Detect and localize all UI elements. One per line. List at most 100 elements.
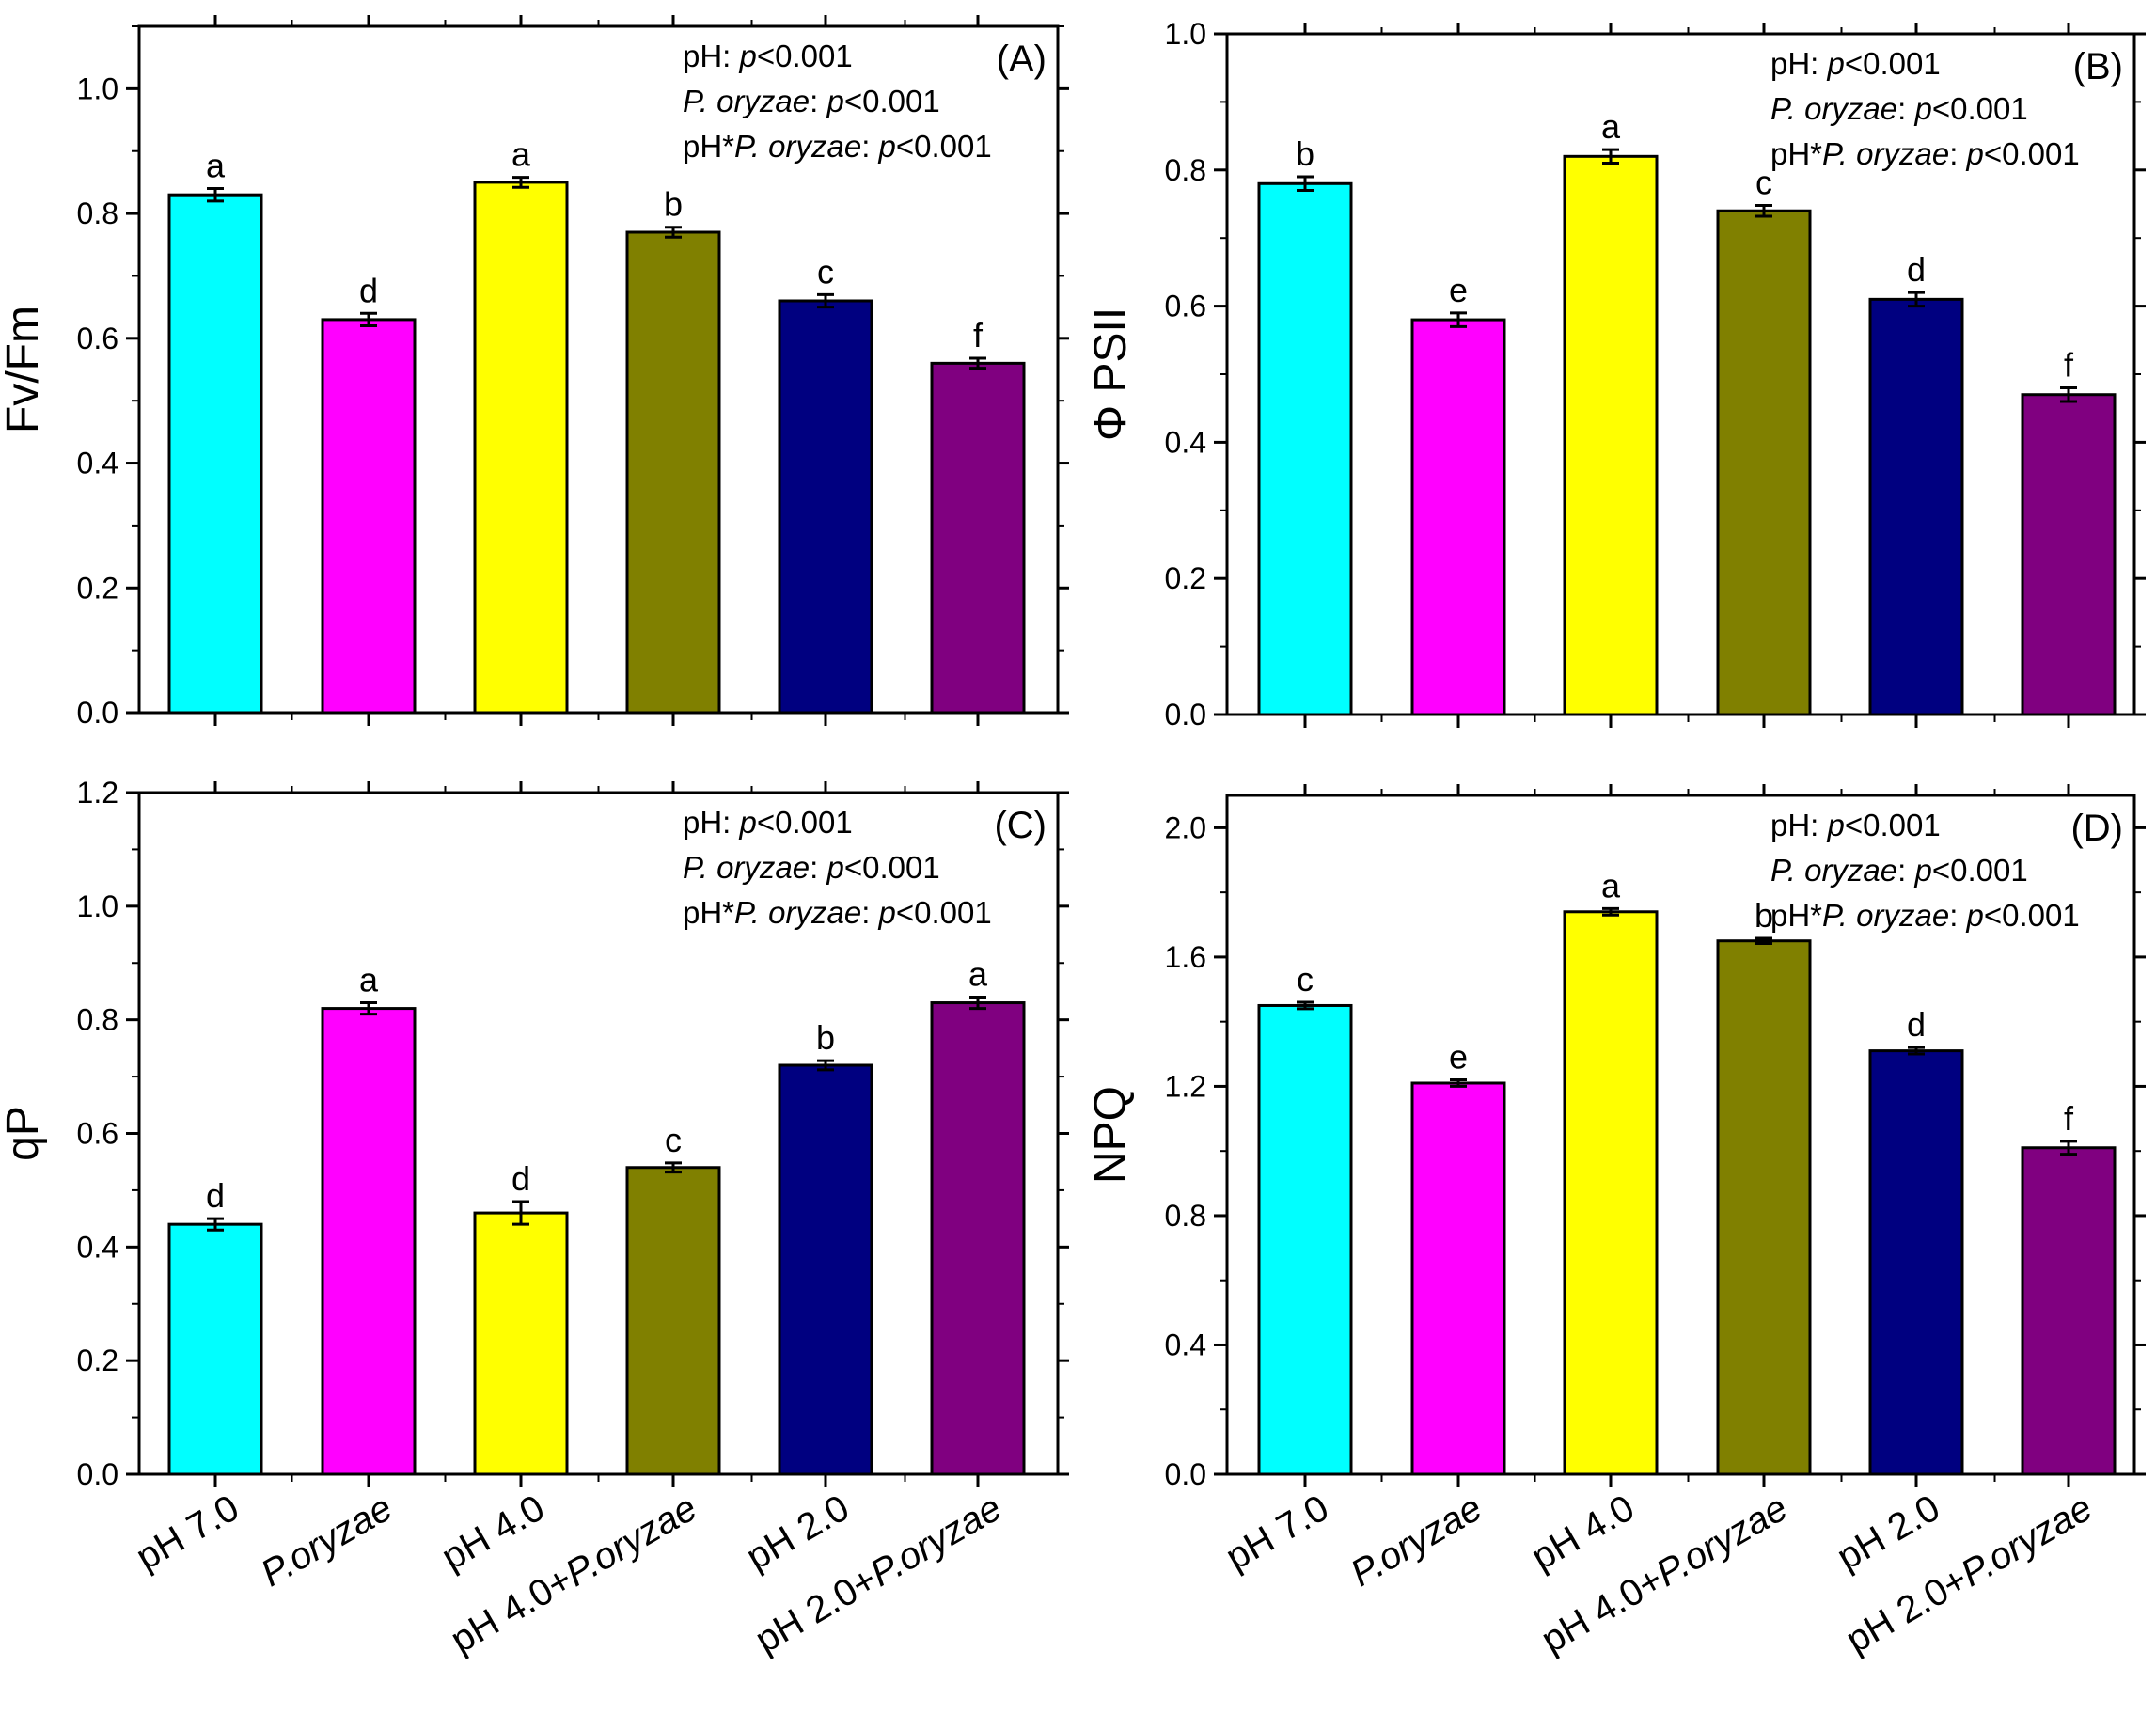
- panel-a-fv-fm-chart: 0.0 0.2 0.4 0.6 0.8 1.0 a d a b c f Fv/Fm pH: p<0.001…: [0, 15, 1069, 730]
- y-tick-label: 0.0: [77, 1457, 118, 1491]
- category-label-ph-4-0-p-oryzae: pH 4.0+P.oryzae: [1534, 1487, 1795, 1661]
- bar-ph-7-0: [1257, 1003, 1353, 1476]
- category-label-ph-4-0: pH 4.0: [434, 1487, 551, 1579]
- y-tick-label: 0.8: [77, 197, 118, 230]
- bar-ph-7-0: [167, 193, 263, 715]
- significance-letter-ph-7-0: d: [206, 1176, 225, 1215]
- significance-letter-ph-4-0: d: [511, 1159, 530, 1198]
- stat-line: pH: p<0.001: [1770, 46, 1941, 81]
- y-tick-label: 0.6: [77, 1117, 118, 1151]
- category-label-ph-2-0-p-oryzae: pH 2.0+P.oryzae: [1839, 1487, 2100, 1661]
- significance-letter-ph-4-0-p-oryzae: b: [1755, 896, 1773, 935]
- y-tick-label: 0.4: [77, 447, 118, 480]
- significance-letter-ph-4-0: a: [1601, 107, 1621, 146]
- y-tick-label: 1.2: [77, 776, 118, 810]
- stat-line: pH: p<0.001: [1770, 808, 1941, 842]
- y-tick-label: 0.2: [77, 571, 118, 605]
- y-tick-label: 0.6: [1165, 290, 1206, 323]
- y-tick-label: 0.8: [1165, 1199, 1206, 1233]
- panel-c-qp-chart: 0.0 0.2 0.4 0.6 0.8 1.0 1.2 d a d c b a qP pH: p<0.001…: [0, 776, 1069, 1661]
- y-tick-label: 0.2: [1165, 561, 1206, 595]
- y-tick-label: 0.4: [1165, 1328, 1206, 1361]
- panel-b-phi-psii-chart: 0.0 0.2 0.4 0.6 0.8 1.0 b e a c d f Φ PSII pH: p<0.00…: [1086, 17, 2146, 731]
- bar-ph-4-0: [1563, 154, 1659, 716]
- stat-line: P. oryzae: p<0.001: [1770, 91, 2028, 126]
- significance-letter-ph-4-0: a: [511, 135, 531, 174]
- category-label-ph-2-0: pH 2.0: [1830, 1487, 1946, 1579]
- significance-letter-ph-2-0: c: [817, 252, 834, 291]
- significance-letter-ph-2-0-p-oryzae: f: [2064, 1099, 2074, 1138]
- stat-line: pH*P. oryzae: p<0.001: [683, 895, 992, 930]
- y-tick-label: 2.0: [1165, 810, 1206, 844]
- significance-letter-ph-2-0-p-oryzae: a: [968, 955, 988, 994]
- y-tick-label: 0.4: [1165, 425, 1206, 459]
- bar-ph-2-0: [1868, 297, 1964, 716]
- bar-ph-2-0: [1868, 1049, 1964, 1476]
- bar-p-oryzae: [321, 1007, 417, 1476]
- category-label-ph-2-0-p-oryzae: pH 2.0+P.oryzae: [748, 1487, 1009, 1661]
- bar-ph-2-0-p-oryzae: [2021, 1146, 2117, 1476]
- bar-ph-2-0-p-oryzae: [930, 361, 1026, 715]
- stat-line: pH*P. oryzae: p<0.001: [1770, 136, 2080, 171]
- significance-letter-ph-2-0-p-oryzae: f: [973, 316, 984, 354]
- bar-p-oryzae: [1410, 1081, 1506, 1476]
- y-axis-title: qP: [0, 1106, 48, 1161]
- y-tick-label: 0.6: [77, 322, 118, 355]
- panel-letter: (D): [2070, 808, 2123, 849]
- bar-ph-2-0-p-oryzae: [2021, 393, 2117, 716]
- panel-letter: (B): [2073, 46, 2123, 87]
- significance-letter-p-oryzae: e: [1449, 1038, 1468, 1077]
- bar-ph-4-0: [1563, 910, 1659, 1476]
- category-label-ph-7-0: pH 7.0: [1219, 1487, 1335, 1579]
- stat-line: P. oryzae: p<0.001: [1770, 853, 2028, 888]
- significance-letter-ph-4-0-p-oryzae: c: [1755, 163, 1772, 201]
- y-tick-label: 0.0: [1165, 698, 1206, 731]
- significance-letter-ph-4-0-p-oryzae: c: [665, 1121, 682, 1159]
- category-label-ph-4-0-p-oryzae: pH 4.0+P.oryzae: [444, 1487, 704, 1661]
- significance-letter-ph-2-0: d: [1907, 1005, 1926, 1044]
- panel-letter: (A): [997, 39, 1047, 80]
- significance-letter-ph-7-0: b: [1296, 134, 1314, 173]
- bar-p-oryzae: [1410, 318, 1506, 716]
- y-tick-label: 0.8: [77, 1003, 118, 1037]
- significance-letter-ph-4-0-p-oryzae: b: [664, 185, 683, 224]
- bar-ph-2-0: [778, 299, 873, 715]
- bar-ph-4-0: [473, 181, 569, 715]
- y-tick-label: 0.2: [77, 1344, 118, 1377]
- y-tick-label: 0.8: [1165, 153, 1206, 187]
- y-tick-label: 0.0: [77, 696, 118, 730]
- category-label-ph-2-0: pH 2.0: [739, 1487, 856, 1579]
- y-tick-label: 1.6: [1165, 940, 1206, 974]
- bar-p-oryzae: [321, 318, 417, 715]
- stat-line: pH*P. oryzae: p<0.001: [1770, 898, 2080, 933]
- y-tick-label: 0.4: [77, 1230, 118, 1264]
- stat-line: P. oryzae: p<0.001: [683, 84, 940, 118]
- bar-ph-4-0-p-oryzae: [1716, 209, 1812, 716]
- y-tick-label: 1.0: [77, 889, 118, 923]
- bar-ph-2-0: [778, 1063, 873, 1476]
- y-tick-label: 1.0: [1165, 17, 1206, 51]
- category-label-ph-7-0: pH 7.0: [129, 1487, 245, 1579]
- significance-letter-p-oryzae: a: [359, 961, 379, 999]
- panel-letter: (C): [994, 805, 1047, 846]
- significance-letter-ph-2-0: b: [816, 1018, 835, 1057]
- significance-letter-p-oryzae: d: [359, 271, 378, 309]
- significance-letter-p-oryzae: e: [1449, 271, 1468, 309]
- y-tick-label: 1.2: [1165, 1069, 1206, 1103]
- bar-ph-4-0: [473, 1211, 569, 1476]
- bar-ph-7-0: [167, 1222, 263, 1476]
- stat-line: pH*P. oryzae: p<0.001: [683, 129, 992, 164]
- category-label-p-oryzae: P.oryzae: [254, 1487, 399, 1595]
- significance-letter-ph-7-0: a: [206, 147, 226, 185]
- stat-line: pH: p<0.001: [683, 805, 853, 840]
- significance-letter-ph-7-0: c: [1297, 960, 1314, 999]
- y-axis-title: NPQ: [1086, 1086, 1136, 1184]
- significance-letter-ph-4-0: a: [1601, 866, 1621, 904]
- panel-d-npq-chart: 0.0 0.4 0.8 1.2 1.6 2.0 c e a b d f NPQ pH: p<0.001 P.…: [1086, 784, 2146, 1661]
- plot-frame: [1225, 794, 2136, 1476]
- y-tick-label: 0.0: [1165, 1457, 1206, 1491]
- stat-line: P. oryzae: p<0.001: [683, 850, 940, 885]
- category-label-ph-4-0: pH 4.0: [1524, 1487, 1641, 1579]
- bar-ph-7-0: [1257, 181, 1353, 716]
